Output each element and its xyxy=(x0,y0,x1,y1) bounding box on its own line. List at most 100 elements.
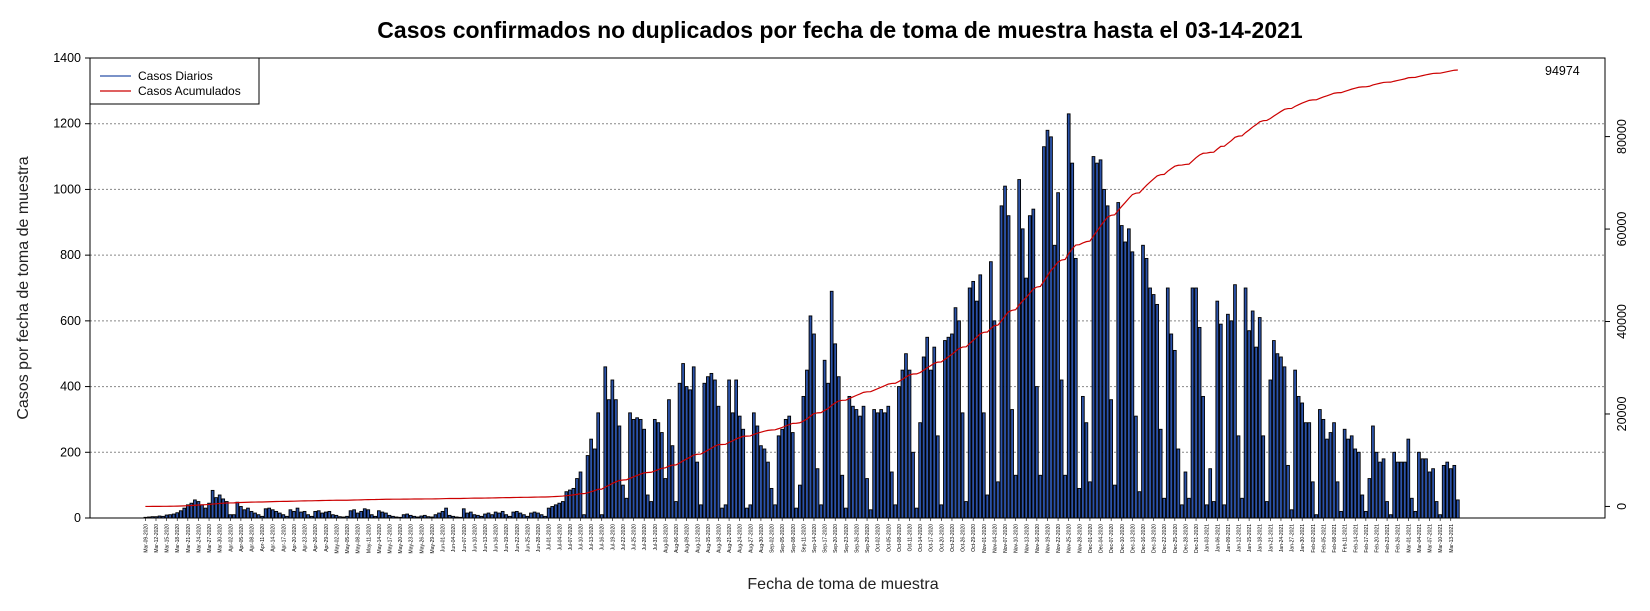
bar xyxy=(1226,313,1230,519)
bar xyxy=(769,487,774,519)
bar xyxy=(1176,448,1181,519)
bar xyxy=(274,510,279,519)
bar xyxy=(759,445,763,519)
bar xyxy=(836,376,841,519)
x-tick-label: Jun-16-2020 xyxy=(494,524,500,552)
x-tick-label: Feb-11-2021 xyxy=(1343,524,1349,552)
bar xyxy=(596,412,601,519)
x-tick-label: Oct-14-2020 xyxy=(918,524,924,552)
bar xyxy=(670,445,675,519)
bar xyxy=(744,507,749,519)
y-tick-label: 1000 xyxy=(53,182,81,196)
bar xyxy=(1119,225,1124,519)
bar xyxy=(1003,185,1007,519)
bar xyxy=(606,399,611,519)
bar xyxy=(1286,464,1290,519)
x-tick-label: Mar-30-2020 xyxy=(218,524,224,553)
bar xyxy=(302,510,307,519)
x-tick-label: Sep-11-2020 xyxy=(801,524,807,553)
x-tick-label: Jul-04-2020 xyxy=(557,524,563,551)
bar xyxy=(1282,366,1287,519)
bar xyxy=(1254,346,1259,519)
bar xyxy=(996,481,1000,519)
bar xyxy=(242,509,247,519)
bar xyxy=(327,510,332,519)
bar xyxy=(1187,497,1191,519)
x-tick-label: Apr-05-2020 xyxy=(239,524,245,552)
bar xyxy=(1165,287,1170,519)
bar xyxy=(875,412,880,519)
bar xyxy=(1406,438,1411,519)
bar xyxy=(911,451,915,519)
series-line-cumulative xyxy=(145,69,1458,508)
bar xyxy=(1169,333,1174,519)
bar xyxy=(1042,146,1046,519)
bar xyxy=(628,412,632,519)
bar xyxy=(879,409,884,519)
legend-label-daily: Casos Diarios xyxy=(138,69,213,83)
x-tick-label: Mar-24-2020 xyxy=(196,524,202,553)
bar xyxy=(1427,471,1432,519)
bar xyxy=(200,504,204,519)
bar xyxy=(299,511,303,519)
bar xyxy=(1402,461,1407,519)
bar xyxy=(1027,215,1032,519)
x-tick-label: Dec-28-2020 xyxy=(1183,524,1189,553)
bar xyxy=(221,498,226,519)
bar xyxy=(1349,435,1354,519)
bar xyxy=(695,461,700,519)
x-tick-label: Nov-19-2020 xyxy=(1045,524,1051,553)
bar xyxy=(1172,349,1177,519)
x-tick-label: Apr-02-2020 xyxy=(228,524,234,552)
x-tick-label: Sep-08-2020 xyxy=(791,524,797,553)
bar xyxy=(1141,244,1145,519)
bar xyxy=(359,510,364,519)
bar xyxy=(617,425,622,519)
bar xyxy=(1017,179,1022,519)
x-tick-label: Mar-18-2020 xyxy=(175,524,181,553)
bar xyxy=(1148,287,1152,519)
bar xyxy=(1127,228,1131,519)
x-tick-label: Jul-28-2020 xyxy=(642,524,648,551)
bar xyxy=(493,511,498,519)
bar-series xyxy=(143,113,1460,519)
x-tick-label: Jun-25-2020 xyxy=(525,524,531,552)
bar xyxy=(798,484,802,519)
bar xyxy=(1367,478,1372,519)
bar xyxy=(288,509,293,519)
bar xyxy=(1360,494,1365,519)
y-axis-label: Casos por fecha de toma de muestra xyxy=(15,156,32,419)
bar xyxy=(246,507,250,519)
bar xyxy=(263,508,268,519)
x-tick-label: Jun-13-2020 xyxy=(483,524,489,552)
x-tick-label: May-23-2020 xyxy=(409,524,415,554)
bar xyxy=(469,511,473,519)
bar xyxy=(706,376,710,519)
bar xyxy=(614,399,618,519)
x-tick-label: Mar-10-2021 xyxy=(1438,524,1444,553)
bar xyxy=(1399,461,1404,519)
bar xyxy=(518,512,523,519)
bar xyxy=(1318,409,1322,519)
bar xyxy=(532,511,537,519)
bar xyxy=(546,507,551,519)
bar xyxy=(557,502,562,519)
bar xyxy=(1052,244,1057,519)
x-tick-label: Oct-08-2020 xyxy=(897,524,903,552)
bar xyxy=(536,512,540,519)
x-tick-label: Feb-08-2021 xyxy=(1332,524,1338,553)
bar xyxy=(1335,481,1340,519)
bar xyxy=(1240,497,1244,519)
y-axis-right: 0 20000 40000 60000 80000 xyxy=(1605,119,1629,510)
x-tick-label: Dec-10-2020 xyxy=(1120,524,1126,553)
x-tick-label: Dec-01-2020 xyxy=(1088,524,1094,553)
bar xyxy=(780,428,784,519)
bar xyxy=(405,513,409,519)
y-tick-label: 400 xyxy=(60,380,81,394)
bar xyxy=(568,489,572,519)
bar xyxy=(348,510,353,519)
bar xyxy=(960,412,965,519)
bar xyxy=(677,382,682,519)
x-tick-label: Oct-26-2020 xyxy=(961,524,967,552)
x-tick-label: May-20-2020 xyxy=(398,524,404,554)
